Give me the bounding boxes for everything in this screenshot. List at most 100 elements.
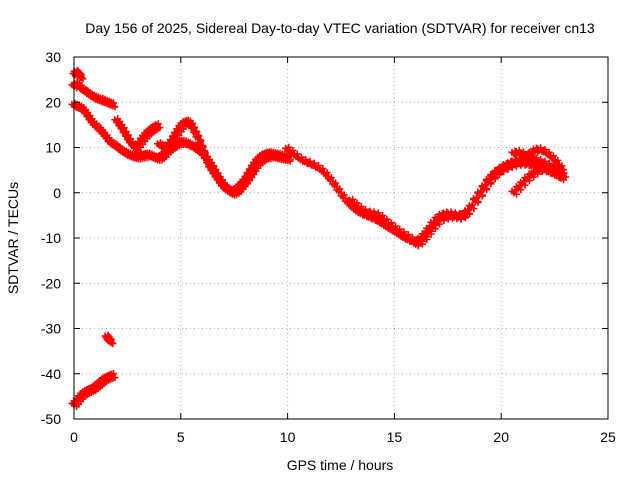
data-point — [521, 181, 529, 189]
data-point — [79, 75, 87, 83]
data-point — [310, 159, 318, 167]
data-point — [286, 157, 294, 165]
data-point — [297, 153, 305, 161]
axis-ticks — [73, 56, 609, 420]
chart-title: Day 156 of 2025, Sidereal Day-to-day VTE… — [85, 20, 595, 36]
y-tick-label: 20 — [45, 94, 61, 110]
data-point — [423, 236, 431, 243]
data-point — [513, 190, 521, 198]
data-point — [154, 120, 162, 128]
data-point — [541, 146, 549, 154]
y-tick-label: -50 — [41, 411, 61, 427]
data-point — [387, 219, 395, 227]
data-point — [191, 123, 199, 131]
data-point — [461, 214, 469, 222]
x-axis-label: GPS time / hours — [287, 457, 394, 473]
data-point — [404, 231, 412, 239]
data-point — [431, 225, 439, 233]
y-tick-label: -10 — [41, 230, 61, 246]
data-point — [111, 103, 119, 111]
data-point — [109, 99, 117, 107]
data-point — [474, 197, 482, 205]
x-tick-label: 5 — [177, 429, 185, 445]
data-point — [477, 187, 485, 195]
data-point — [199, 143, 207, 151]
data-point — [554, 156, 562, 164]
data-point — [468, 201, 476, 209]
data-point — [487, 178, 495, 186]
data-point — [478, 191, 486, 199]
data-point — [336, 185, 344, 193]
data-point — [327, 174, 335, 182]
tick-labels: 0 5 10 15 20 25 -50 -40 -30 -20 -10 0 10 20 30 — [41, 49, 616, 445]
y-axis-label: SDTVAR / TECUs — [5, 182, 21, 294]
data-point — [201, 148, 209, 156]
y-tick-label: -30 — [41, 321, 61, 337]
data-point — [483, 185, 491, 193]
data-point — [545, 148, 553, 156]
y-tick-label: -20 — [41, 275, 61, 291]
data-point — [156, 124, 164, 132]
data-point — [323, 169, 331, 177]
data-point — [109, 370, 117, 378]
data-point — [379, 212, 387, 220]
data-point — [517, 186, 525, 194]
data-point — [349, 195, 357, 203]
data-point — [285, 143, 293, 151]
data-point — [197, 137, 205, 145]
data-points — [68, 66, 570, 410]
data-point — [470, 205, 478, 213]
x-tick-label: 15 — [387, 429, 403, 445]
data-point — [473, 193, 481, 201]
data-point — [357, 203, 365, 211]
data-point — [111, 374, 119, 382]
data-point — [408, 233, 416, 241]
data-point — [427, 230, 435, 238]
data-point — [491, 174, 499, 182]
data-point — [495, 169, 503, 177]
data-point — [124, 131, 132, 139]
data-point — [120, 124, 128, 132]
data-point — [530, 151, 538, 159]
data-point — [562, 173, 570, 181]
y-tick-label: 0 — [53, 185, 61, 201]
data-point — [383, 215, 391, 223]
data-point — [195, 132, 203, 140]
x-tick-label: 10 — [280, 429, 296, 445]
y-tick-label: 10 — [45, 140, 61, 156]
data-point — [525, 177, 533, 185]
data-point — [188, 119, 196, 127]
x-tick-label: 0 — [70, 429, 78, 445]
data-point — [419, 240, 427, 248]
data-point — [258, 158, 266, 166]
data-point — [560, 166, 568, 174]
data-point — [107, 336, 115, 344]
data-point — [353, 199, 361, 207]
grid-lines — [74, 57, 608, 419]
x-tick-label: 25 — [600, 429, 616, 445]
data-point — [208, 162, 216, 170]
data-point — [436, 220, 444, 228]
data-point — [396, 225, 404, 233]
data-point — [206, 158, 214, 166]
x-tick-label: 20 — [493, 429, 509, 445]
data-point — [77, 71, 85, 79]
data-point — [530, 173, 538, 181]
data-point — [109, 340, 117, 348]
data-point — [340, 191, 348, 199]
data-point — [315, 161, 323, 169]
data-point — [293, 150, 301, 158]
data-point — [122, 127, 130, 135]
data-point — [374, 209, 382, 217]
data-point — [558, 162, 566, 170]
data-point — [549, 152, 557, 160]
data-point — [466, 210, 474, 218]
y-tick-label: 30 — [45, 49, 61, 65]
data-point — [400, 228, 408, 236]
data-point — [257, 154, 265, 162]
data-point — [289, 146, 297, 154]
data-point — [319, 165, 327, 173]
data-point — [391, 222, 399, 230]
data-point — [332, 179, 340, 187]
